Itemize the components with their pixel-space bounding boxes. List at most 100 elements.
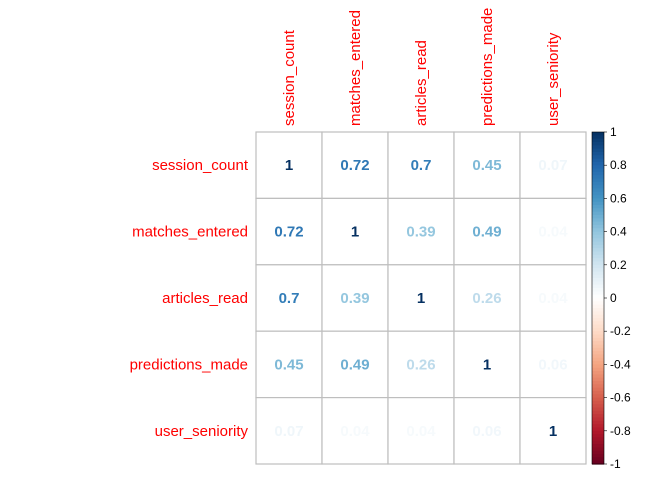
- cell-4-0: [255, 397, 323, 465]
- cell-3-3: [453, 330, 521, 399]
- colorbar-segment: [592, 374, 604, 379]
- cell-0-2: [387, 131, 455, 200]
- colorbar-segment: [592, 437, 604, 442]
- colorbar-segment: [592, 450, 604, 455]
- colorbar-segment: [592, 274, 604, 279]
- colorbar-segment: [592, 447, 604, 452]
- colorbar-segment: [592, 361, 604, 365]
- column-label-predictions_made: predictions_made: [479, 8, 496, 126]
- colorbar-segment: [592, 427, 604, 432]
- colorbar-segment: [592, 264, 604, 269]
- colorbar-segment: [592, 357, 604, 362]
- colorbar-segment: [592, 324, 604, 329]
- colorbar-tick-label: 1: [610, 125, 617, 139]
- colorbar-segment: [592, 161, 604, 166]
- cell-value: 0.7: [411, 157, 432, 174]
- colorbar-segment: [592, 145, 604, 150]
- colorbar-segment: [592, 311, 604, 316]
- colorbar-segment: [592, 381, 604, 385]
- colorbar-segment: [592, 397, 604, 402]
- colorbar-tick-label: 0.4: [610, 225, 627, 239]
- colorbar-segment: [592, 188, 604, 193]
- colorbar-segment: [592, 407, 604, 412]
- colorbar-segment: [592, 254, 604, 259]
- cell-value: 0.26: [406, 356, 435, 373]
- colorbar-segment: [592, 195, 604, 199]
- colorbar-segment: [592, 258, 604, 263]
- colorbar-segment: [592, 351, 604, 356]
- colorbar-segment: [592, 138, 604, 143]
- colorbar-segment: [592, 327, 604, 332]
- colorbar-segment: [592, 141, 604, 146]
- colorbar-segment: [592, 307, 604, 312]
- colorbar-segment: [592, 171, 604, 176]
- cell-value: 0.39: [340, 290, 369, 307]
- colorbar-segment: [592, 181, 604, 186]
- colorbar-segment: [592, 155, 604, 160]
- colorbar-segment: [592, 334, 604, 339]
- cell-value: 1: [285, 157, 293, 174]
- colorbar-segment: [592, 301, 604, 306]
- colorbar-segment: [592, 321, 604, 326]
- colorbar-segment: [592, 251, 604, 256]
- colorbar-segment: [592, 364, 604, 369]
- cell-4-4: [519, 397, 587, 465]
- colorbar-segment: [592, 444, 604, 448]
- colorbar-segment: [592, 414, 604, 419]
- colorbar-tick-label: -1: [610, 457, 621, 471]
- cell-value: 0.07: [538, 157, 567, 174]
- cell-value: 1: [483, 356, 491, 373]
- colorbar-segment: [592, 384, 604, 389]
- colorbar-segment: [592, 354, 604, 359]
- colorbar-segment: [592, 248, 604, 253]
- cell-value: 0.49: [472, 224, 501, 241]
- cell-value: 0.04: [406, 423, 436, 440]
- column-label-articles_read: articles_read: [413, 40, 430, 126]
- colorbar-segment: [592, 205, 604, 209]
- colorbar-segment: [592, 371, 604, 375]
- row-label-session_count: session_count: [152, 157, 249, 174]
- colorbar-segment: [592, 341, 604, 346]
- colorbar-segment: [592, 221, 604, 226]
- colorbar-tick-label: -0.2: [610, 324, 631, 338]
- colorbar-segment: [592, 215, 604, 219]
- cell-2-1: [321, 264, 389, 332]
- cell-value: 1: [549, 423, 557, 440]
- colorbar-segment: [592, 231, 604, 236]
- colorbar-segment: [592, 400, 604, 405]
- colorbar-segment: [592, 298, 604, 302]
- cell-value: 0.49: [340, 356, 369, 373]
- colorbar-segment: [592, 410, 604, 415]
- colorbar-segment: [592, 404, 604, 409]
- cell-value: 0.45: [274, 356, 303, 373]
- row-labels: session_count matches_entered articles_rea…: [130, 157, 249, 440]
- row-label-articles_read: articles_read: [162, 290, 248, 307]
- colorbar-segment: [592, 158, 604, 163]
- colorbar-segment: [592, 271, 604, 276]
- cell-value: 0.04: [340, 423, 370, 440]
- colorbar-segment: [592, 377, 604, 382]
- colorbar-segment: [592, 430, 604, 435]
- colorbar-segment: [592, 281, 604, 286]
- colorbar-segment: [592, 284, 604, 289]
- colorbar-segment: [592, 175, 604, 180]
- cell-3-0: [255, 330, 323, 399]
- cell-4-2: [387, 397, 455, 465]
- colorbar-segment: [592, 244, 604, 249]
- colorbar-segment: [592, 132, 604, 136]
- cell-3-1: [321, 330, 389, 399]
- colorbar-segment: [592, 198, 604, 203]
- colorbar-segment: [592, 178, 604, 183]
- colorbar-segment: [592, 261, 604, 266]
- colorbar-segment: [592, 228, 604, 233]
- colorbar-segment: [592, 185, 604, 190]
- cell-0-1: [321, 131, 389, 200]
- colorbar-segment: [592, 394, 604, 399]
- colorbar-segment: [592, 234, 604, 239]
- colorbar-segment: [592, 440, 604, 445]
- cell-value: 0.06: [472, 423, 501, 440]
- cell-value: 0.04: [538, 224, 568, 241]
- cell-2-3: [453, 264, 521, 332]
- colorbar-segment: [592, 331, 604, 336]
- colorbar-segment: [592, 278, 604, 282]
